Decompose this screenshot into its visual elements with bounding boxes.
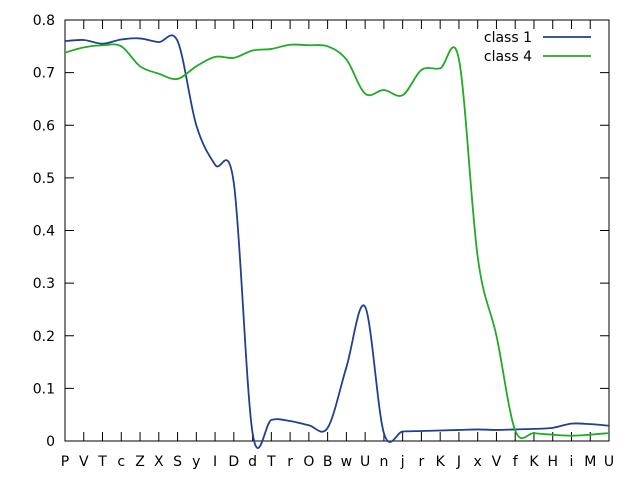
legend-label-2: class 4 [484,49,532,65]
series-lines [64,34,610,449]
x-tick-label: y [192,454,200,470]
x-tick-label: T [266,454,276,470]
x-tick-label: n [379,454,388,470]
x-tick-label: K [436,454,446,470]
y-axis: 0 0.1 0.2 0.3 0.4 0.5 0.6 0.7 0.8 [33,13,609,450]
x-tick-label: w [341,454,352,470]
x-tick-label: I [213,454,217,470]
x-tick-label: r [419,454,425,470]
series-line-2 [64,43,610,440]
plot-frame [64,19,610,442]
x-tick-label: r [287,454,293,470]
x-tick-label: P [61,454,69,470]
x-tick-label: c [117,454,125,470]
x-tick-label: f [513,454,519,470]
x-tick-label: Z [135,454,145,470]
x-tick-label: i [570,454,574,470]
x-tick-label: j [400,454,405,470]
legend-label-1: class 1 [484,30,532,46]
y-tick-label: 0.6 [33,118,55,134]
x-tick-label: V [492,454,502,470]
x-tick-label: X [154,454,164,470]
y-tick-label: 0.4 [33,224,55,240]
x-tick-label: D [228,454,239,470]
plot-border [64,19,610,442]
x-tick-label: J [456,454,461,470]
x-tick-label: K [529,454,539,470]
x-tick-label: x [474,454,482,470]
y-tick-label: 0.2 [33,329,55,345]
x-tick-label: d [248,454,257,470]
series-line-1 [64,34,610,449]
x-tick-label: M [584,454,596,470]
y-tick-label: 0.1 [33,381,55,397]
y-tick-label: 0.8 [33,13,55,29]
y-tick-label: 0 [46,434,55,450]
x-tick-label: U [604,454,614,470]
x-tick-label: V [79,454,89,470]
y-tick-label: 0.7 [33,66,55,82]
x-tick-label: T [97,454,107,470]
x-tick-label: O [303,454,314,470]
x-tick-label: U [360,454,370,470]
y-tick-label: 0.5 [33,171,55,187]
x-tick-label: H [547,454,558,470]
legend: class 1 class 4 [484,30,591,65]
y-tick-label: 0.3 [33,276,55,292]
x-tick-label: S [173,454,182,470]
x-tick-label: B [323,454,333,470]
